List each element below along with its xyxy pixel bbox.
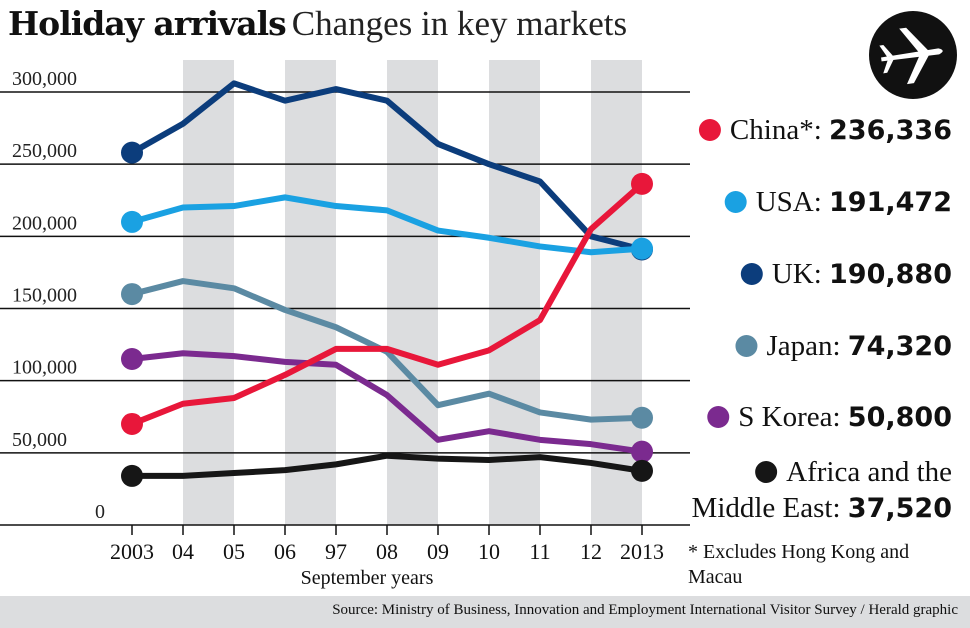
x-axis-label: September years [301,567,434,589]
x-tick-label: 11 [529,539,550,564]
y-axis: 0 50,000 100,000 150,000 200,000 250,000 300,0… [12,68,105,523]
legend-marker-usa [724,191,747,213]
legend-label-africa: Africa and the [786,456,952,488]
shaded-band [285,60,336,525]
data-point-africa [121,464,143,487]
legend-marker-skorea [707,406,730,428]
legend-entry-usa: USA: 191,472 [756,186,952,218]
footnote: * Excludes Hong Kong and Macau [688,541,910,588]
x-tick-label: 2013 [620,539,664,564]
series-line-skorea [129,350,645,455]
series-lines [121,80,653,487]
legend-entry-japan: Japan: 74,320 [766,330,952,362]
y-tick-label: 50,000 [12,429,67,451]
data-point-usa [121,210,143,233]
legend: China*: 236,336 USA: 191,472 UK: 190,880 Ja… [692,114,952,524]
series-line-africa [129,452,645,479]
shaded-bands [183,60,642,525]
data-point-china [631,172,653,195]
y-tick-label: 150,000 [12,285,77,307]
x-tick-label: 2003 [110,539,154,564]
data-point-skorea [121,348,143,371]
data-point-africa [631,459,653,482]
x-tick-label: 12 [580,539,602,564]
shaded-band [489,60,540,525]
data-point-china [121,412,143,435]
x-tick-label: 05 [223,539,245,564]
chart-title: Holiday arrivals Changes in key markets [8,4,627,60]
x-tick-label: 09 [427,539,449,564]
airplane-icon [869,11,957,99]
series-line-usa [129,194,645,256]
line-chart: 0 50,000 100,000 150,000 200,000 250,000 300,0… [0,60,952,589]
legend-marker-uk [740,263,763,285]
legend-entry-skorea: S Korea: 50,800 [738,401,952,433]
x-tick-label: 06 [274,539,296,564]
data-point-japan [121,283,143,306]
series-line-uk [129,80,645,253]
data-point-skorea [631,440,653,463]
legend-marker-china [698,119,721,141]
y-tick-label: 300,000 [12,68,77,90]
source-bar: Source: Ministry of Business, Innovation… [0,596,970,628]
x-tick-label: 97 [325,539,347,564]
series-line-china [129,180,645,427]
x-tick-label: 04 [172,539,194,564]
y-tick-label: 100,000 [12,357,77,379]
source-text: Source: Ministry of Business, Innovation… [332,602,958,618]
data-point-japan [631,406,653,429]
gridlines [0,91,690,526]
title-main: Holiday arrivals [8,4,287,43]
x-axis: 2003 04 05 06 97 08 09 10 11 12 2013 September year… [110,525,664,589]
legend-value-africa: Middle East: 37,520 [692,492,952,524]
shaded-band [183,60,234,525]
legend-marker-africa [755,461,778,483]
x-tick-label: 10 [478,539,500,564]
x-tick-label: 08 [376,539,398,564]
title-subtitle: Changes in key markets [291,4,628,43]
legend-entry-china: China*: 236,336 [730,114,952,146]
y-tick-label: 0 [95,501,105,523]
data-point-usa [631,237,653,260]
legend-entry-uk: UK: 190,880 [772,258,952,290]
legend-marker-japan [735,335,758,357]
data-point-uk [121,141,143,164]
y-tick-label: 250,000 [12,140,77,162]
y-tick-label: 200,000 [12,212,77,234]
